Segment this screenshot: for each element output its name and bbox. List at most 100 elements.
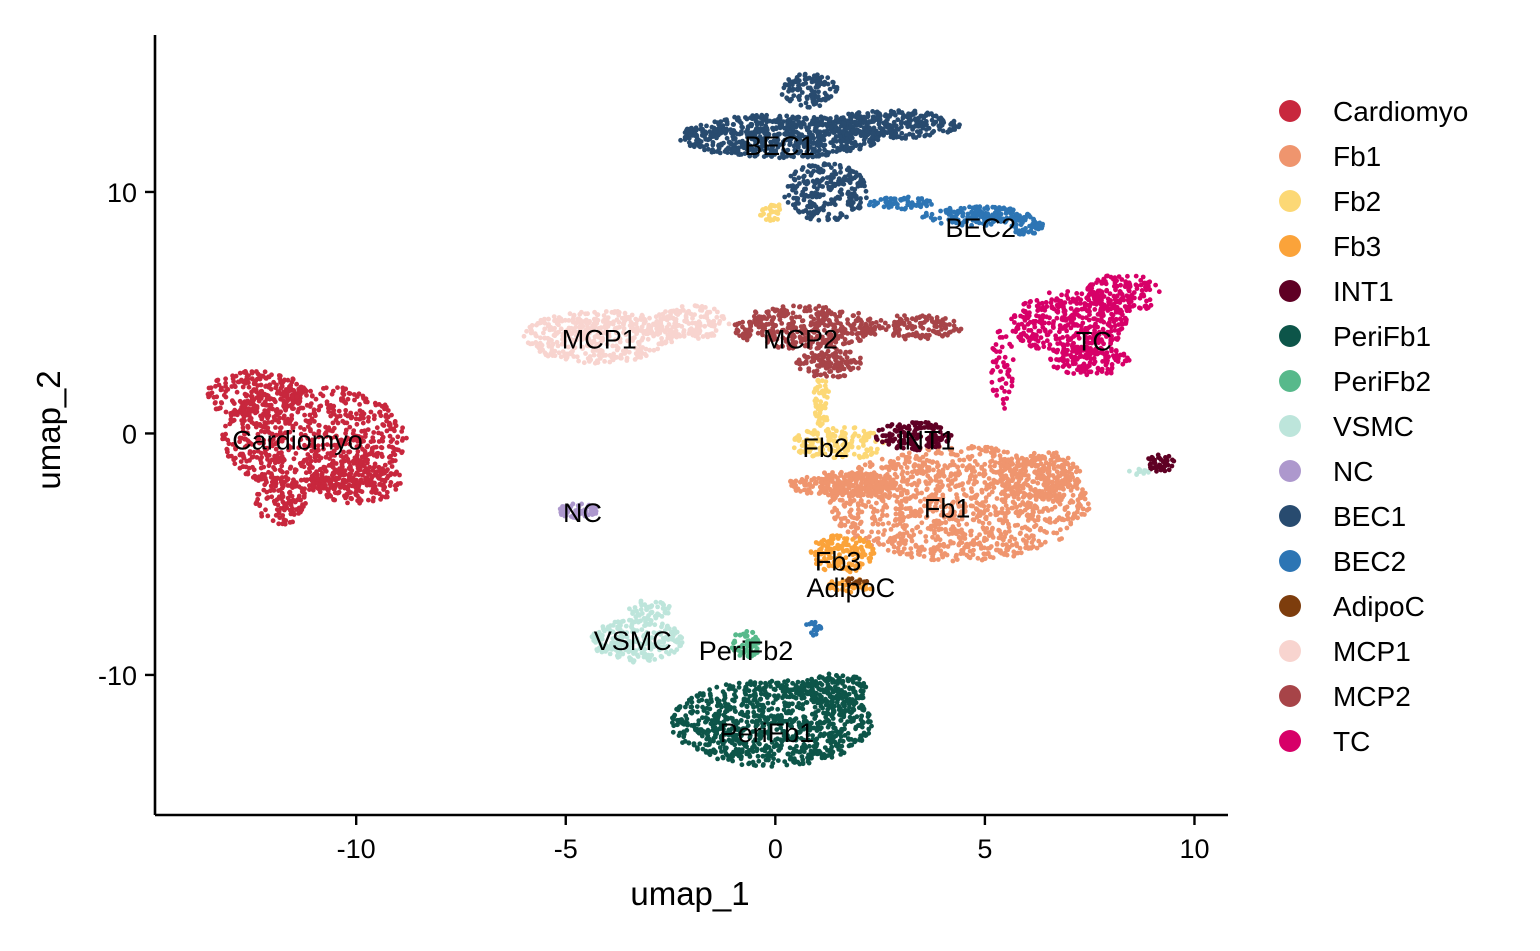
point-perifb1	[752, 680, 758, 686]
point-fb1	[998, 467, 1004, 473]
point-cardiomyo	[392, 452, 398, 458]
points-layer	[205, 71, 1177, 769]
point-cardiomyo	[273, 446, 279, 452]
point-int1	[1163, 459, 1169, 465]
point-fb1	[1004, 547, 1009, 552]
point-fb1	[856, 464, 862, 470]
point-fb1	[892, 471, 898, 477]
point-cardiomyo	[285, 476, 291, 482]
point-cardiomyo	[248, 401, 254, 407]
point-cardiomyo	[245, 470, 251, 475]
point-perifb1	[782, 686, 787, 692]
point-fb2	[767, 218, 773, 223]
point-cardiomyo	[288, 402, 294, 408]
point-fb1	[983, 495, 989, 500]
point-fb1	[845, 519, 851, 524]
point-cardiomyo	[390, 437, 396, 442]
point-perifb1	[714, 731, 720, 736]
point-cardiomyo	[400, 425, 405, 431]
point-cardiomyo	[265, 420, 271, 425]
point-fb1	[930, 554, 935, 559]
point-cardiomyo	[213, 400, 218, 405]
point-fb1	[1070, 492, 1076, 498]
point-fb1	[855, 511, 861, 517]
point-perifb1	[826, 676, 832, 682]
point-fb1	[1030, 479, 1036, 485]
point-perifb1	[715, 756, 720, 762]
point-cardiomyo	[304, 392, 309, 398]
point-cardiomyo	[341, 449, 346, 455]
point-fb2	[856, 445, 861, 450]
point-vsmc	[666, 604, 672, 609]
point-fb2	[851, 433, 857, 438]
point-cardiomyo	[336, 408, 342, 414]
point-fb1	[1028, 484, 1033, 490]
point-perifb1	[765, 700, 771, 706]
point-perifb1	[758, 696, 764, 702]
point-fb1	[955, 464, 960, 470]
point-fb1	[1085, 501, 1091, 507]
point-fb1	[961, 532, 967, 538]
point-cardiomyo	[254, 499, 260, 505]
point-fb1	[1036, 453, 1042, 459]
point-fb1	[1038, 526, 1044, 531]
point-fb1	[931, 467, 936, 473]
point-fb3	[841, 540, 847, 546]
point-perifb1	[678, 718, 684, 724]
point-fb1	[1052, 475, 1058, 481]
point-perifb1	[818, 720, 824, 726]
point-fb1	[950, 558, 956, 564]
point-cardiomyo	[313, 458, 318, 464]
point-fb2	[868, 446, 874, 451]
point-cardiomyo	[299, 384, 304, 390]
point-perifb1	[860, 707, 865, 713]
point-fb1	[1064, 525, 1070, 531]
point-cardiomyo	[239, 377, 244, 383]
point-vsmc	[638, 598, 644, 604]
point-cardiomyo	[329, 450, 335, 456]
point-perifb1	[700, 704, 705, 710]
point-perifb1	[721, 697, 727, 703]
point-fb1	[863, 503, 869, 509]
point-fb1	[842, 503, 848, 509]
point-fb1	[892, 518, 898, 523]
point-perifb1	[752, 695, 758, 701]
point-cardiomyo	[242, 444, 248, 450]
point-vsmc	[630, 611, 635, 616]
point-perifb1	[859, 695, 865, 701]
point-cardiomyo	[220, 436, 226, 442]
point-cardiomyo	[378, 496, 383, 502]
point-fb1	[1066, 510, 1071, 516]
point-fb1	[986, 476, 992, 481]
point-fb2	[759, 212, 764, 218]
point-fb3	[830, 533, 835, 539]
point-fb1	[961, 457, 967, 463]
point-perifb1	[811, 699, 816, 705]
point-cardiomyo	[254, 369, 259, 374]
point-cardiomyo	[309, 393, 315, 399]
point-cardiomyo	[232, 409, 238, 415]
point-fb1	[988, 544, 994, 549]
point-cardiomyo	[319, 484, 325, 490]
point-cardiomyo	[265, 415, 270, 421]
point-fb1	[875, 521, 881, 527]
point-fb1	[1068, 466, 1074, 472]
point-cardiomyo	[313, 396, 319, 402]
point-perifb1	[685, 720, 690, 726]
point-cardiomyo	[321, 386, 326, 391]
point-fb1	[813, 480, 819, 486]
point-cardiomyo	[388, 426, 393, 432]
point-perifb1	[854, 714, 860, 720]
point-perifb1	[846, 737, 852, 742]
point-fb1	[880, 512, 885, 518]
point-perifb1	[817, 733, 823, 739]
point-fb1	[960, 487, 966, 492]
point-perifb1	[859, 702, 864, 708]
point-fb1	[895, 545, 901, 551]
point-cardiomyo	[245, 430, 250, 436]
point-fb3	[857, 535, 863, 541]
point-fb1	[1050, 487, 1055, 493]
point-fb1	[1047, 493, 1053, 499]
point-perifb1	[796, 749, 802, 755]
point-fb1	[1070, 474, 1075, 480]
